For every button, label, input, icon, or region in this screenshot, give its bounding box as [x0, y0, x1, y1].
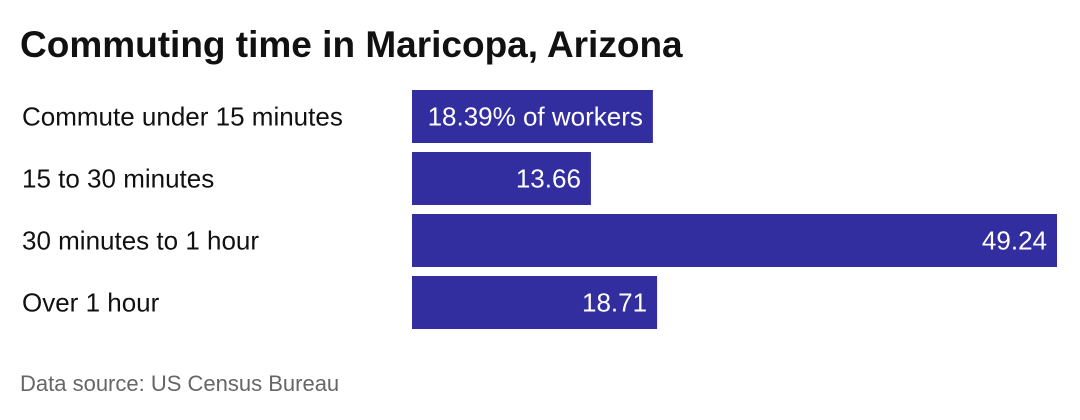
- bar: [412, 152, 591, 205]
- value-label: 13.66: [516, 163, 581, 193]
- bar: [412, 214, 1057, 267]
- value-label: 18.39% of workers: [428, 101, 643, 131]
- category-label: 15 to 30 minutes: [22, 163, 214, 193]
- bar: [412, 90, 653, 143]
- source-note: Data source: US Census Bureau: [20, 371, 339, 396]
- value-label: 49.24: [982, 225, 1047, 255]
- category-label: Commute under 15 minutes: [22, 101, 343, 131]
- chart-title: Commuting time in Maricopa, Arizona: [20, 24, 683, 65]
- bar: [412, 276, 658, 329]
- category-label: 30 minutes to 1 hour: [22, 225, 259, 255]
- category-label: Over 1 hour: [22, 287, 160, 317]
- value-label: 18.71: [582, 287, 647, 317]
